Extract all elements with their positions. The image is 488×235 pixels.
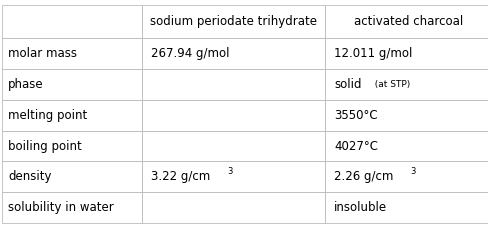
Bar xyxy=(325,131,488,161)
Bar xyxy=(2,131,142,161)
Bar xyxy=(142,5,325,38)
Bar xyxy=(325,5,488,38)
Text: phase: phase xyxy=(8,78,44,91)
Bar xyxy=(142,100,325,131)
Bar xyxy=(2,100,142,131)
Text: insoluble: insoluble xyxy=(333,201,386,214)
Text: 3.22 g/cm: 3.22 g/cm xyxy=(150,170,209,183)
Text: density: density xyxy=(8,170,52,183)
Bar xyxy=(325,100,488,131)
Bar xyxy=(2,38,142,69)
Text: 4027°C: 4027°C xyxy=(333,140,377,153)
Text: solubility in water: solubility in water xyxy=(8,201,114,214)
Bar xyxy=(2,161,142,192)
Bar xyxy=(325,69,488,100)
Text: molar mass: molar mass xyxy=(8,47,77,60)
Bar xyxy=(325,38,488,69)
Bar xyxy=(142,131,325,161)
Bar xyxy=(325,161,488,192)
Text: activated charcoal: activated charcoal xyxy=(353,15,462,28)
Text: melting point: melting point xyxy=(8,109,87,122)
Bar xyxy=(142,69,325,100)
Text: 3: 3 xyxy=(226,167,232,176)
Bar xyxy=(325,192,488,223)
Bar xyxy=(142,192,325,223)
Text: boiling point: boiling point xyxy=(8,140,82,153)
Bar xyxy=(2,192,142,223)
Text: 2.26 g/cm: 2.26 g/cm xyxy=(333,170,392,183)
Text: 12.011 g/mol: 12.011 g/mol xyxy=(333,47,411,60)
Bar xyxy=(2,5,142,38)
Text: 3: 3 xyxy=(410,167,415,176)
Bar xyxy=(2,69,142,100)
Text: 3550°C: 3550°C xyxy=(333,109,377,122)
Text: (at STP): (at STP) xyxy=(369,80,410,89)
Text: solid: solid xyxy=(333,78,361,91)
Text: 267.94 g/mol: 267.94 g/mol xyxy=(150,47,229,60)
Text: sodium periodate trihydrate: sodium periodate trihydrate xyxy=(150,15,316,28)
Bar xyxy=(142,38,325,69)
Bar xyxy=(142,161,325,192)
